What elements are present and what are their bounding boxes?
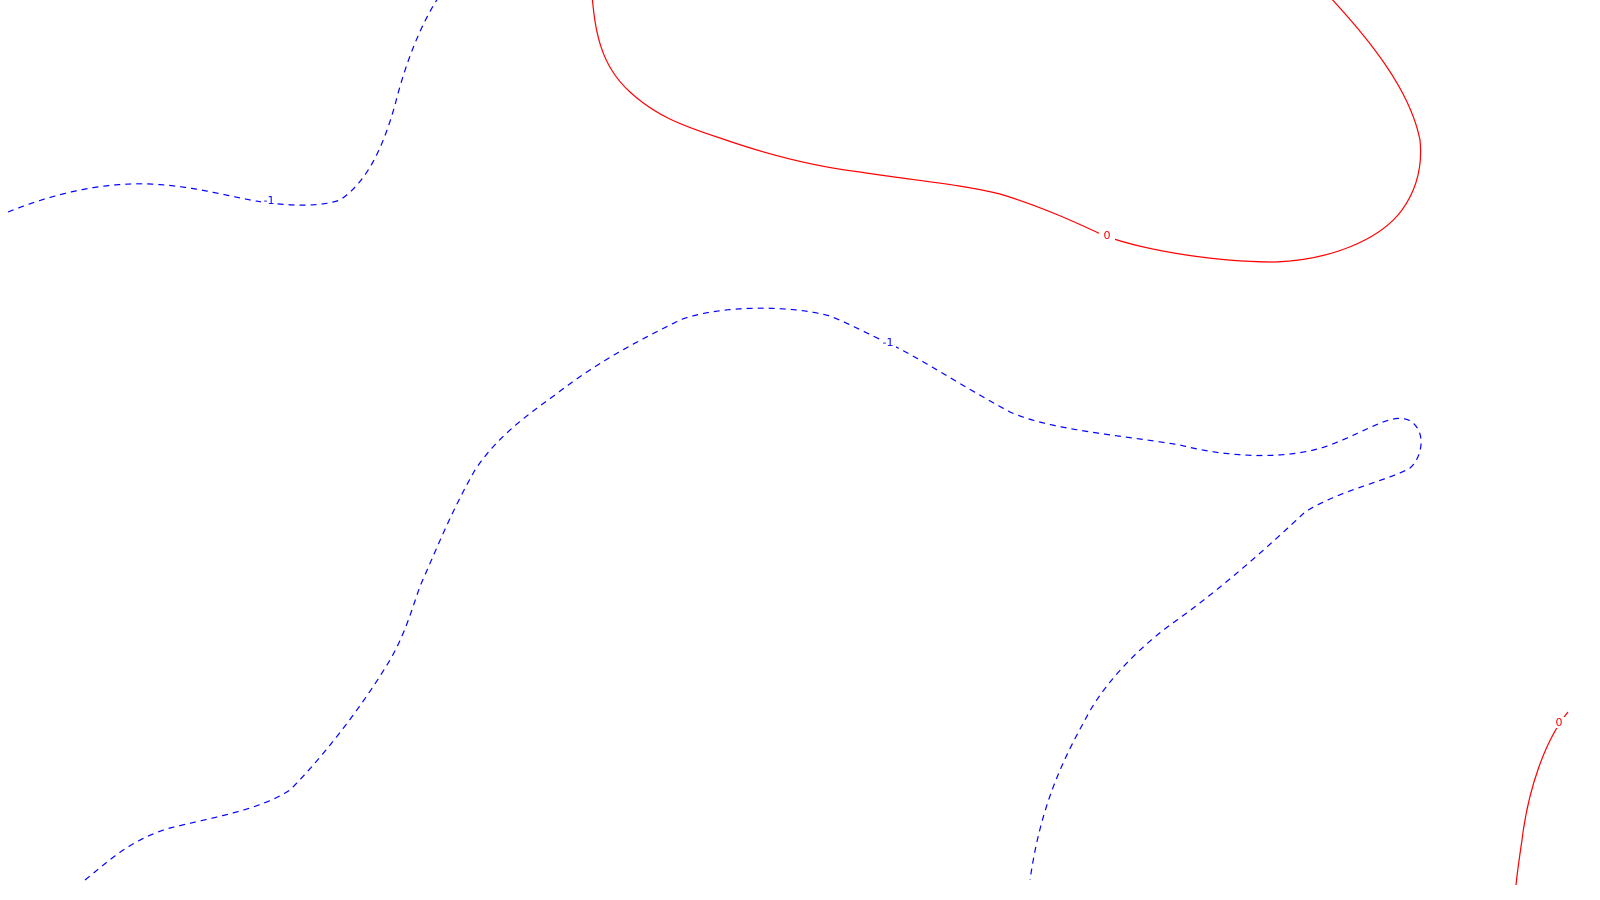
contour-line-zero-bottom-right — [1515, 711, 1569, 886]
contour-label: -1 — [264, 194, 275, 207]
contour-label-background — [1551, 717, 1567, 728]
contour-label: 0 — [1556, 716, 1563, 729]
contour-label: -1 — [883, 336, 894, 349]
contour-line-neg1-middle — [84, 307, 1422, 881]
contour-line-neg1-top-left — [7, 0, 438, 213]
contour-line-zero-top — [591, 0, 1422, 263]
contour-lines — [7, 0, 1569, 886]
contour-label-background — [1099, 230, 1115, 241]
contour-labels: -1 -1 0 0 — [261, 194, 1567, 729]
contour-label-background — [880, 337, 896, 348]
contour-label-background — [261, 195, 277, 206]
contour-label: 0 — [1104, 229, 1111, 242]
